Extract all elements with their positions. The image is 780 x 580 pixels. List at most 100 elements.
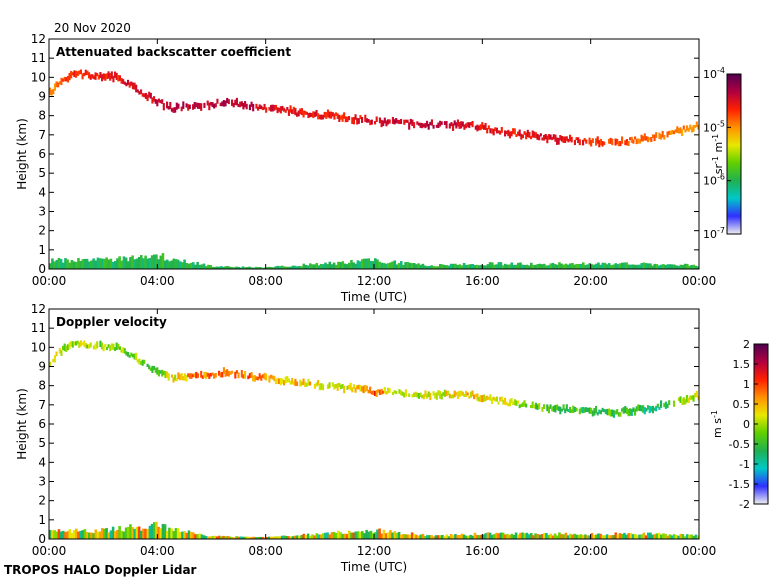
cloud-cell (229, 371, 232, 375)
cloud-cell (668, 130, 671, 135)
boundary-layer-cell (690, 265, 693, 269)
cloud-cell (692, 124, 695, 132)
cloud-cell (651, 134, 654, 139)
boundary-layer-cell (521, 264, 524, 269)
cloud-cell (351, 117, 354, 124)
cloud-cell (596, 136, 599, 144)
cloud-cell (413, 392, 416, 398)
boundary-layer-cell (49, 263, 52, 269)
cloud-cell (263, 372, 266, 380)
boundary-layer-cell (75, 528, 78, 539)
boundary-layer-cell (627, 264, 631, 269)
boundary-layer-cell (514, 264, 518, 269)
cloud-cell (684, 399, 687, 405)
cloud-cell (304, 110, 307, 115)
velocity-plot-frame (48, 308, 700, 540)
boundary-layer-cell (395, 532, 399, 539)
cloud-cell (609, 137, 612, 144)
boundary-layer-cell (473, 532, 477, 539)
cloud-cell (616, 138, 619, 145)
cloud-cell (250, 372, 253, 378)
cloud-cell (382, 390, 385, 394)
backscatter-title: Attenuated backscatter coefficient (56, 45, 291, 59)
boundary-layer-cell (690, 534, 693, 539)
cloud-cell (404, 119, 407, 123)
cloud-cell (578, 139, 581, 146)
cloud-cell (231, 99, 234, 106)
boundary-layer-cell (369, 530, 373, 539)
cloud-cell (117, 75, 120, 82)
cloud-cell (556, 137, 559, 145)
cloud-cell (497, 130, 500, 134)
boundary-layer-cell (657, 532, 661, 539)
cloud-cell (697, 395, 699, 401)
boundary-layer-cell (573, 533, 576, 539)
cloud-cell (364, 384, 367, 393)
cloud-cell (427, 123, 430, 130)
boundary-layer-cell (313, 264, 316, 269)
boundary-layer-cell (595, 534, 598, 539)
boundary-layer-cell (241, 266, 245, 269)
cloud-cell (115, 342, 118, 350)
cloud-cell (232, 102, 235, 108)
boundary-layer-cell (601, 262, 605, 269)
cloud-cell (557, 137, 560, 145)
boundary-layer-cell (625, 534, 628, 539)
boundary-layer-cell (352, 262, 355, 269)
cloud-cell (299, 379, 302, 387)
boundary-layer-cell (428, 265, 431, 269)
boundary-layer-cell (185, 262, 189, 269)
boundary-layer-cell (530, 533, 533, 539)
cloud-cell (461, 391, 464, 396)
cloud-cell (174, 374, 177, 381)
cloud-cell (494, 397, 497, 402)
cloud-cell (400, 118, 403, 125)
boundary-layer-cell (651, 534, 654, 539)
cloud-cell (606, 408, 609, 416)
boundary-layer-cell (148, 258, 152, 269)
y-tick-label: 11 (31, 51, 46, 65)
cloud-cell (427, 391, 430, 398)
cloud-cell (481, 122, 484, 129)
x-tick-label: 00:00 (682, 544, 717, 558)
cloud-cell (110, 343, 113, 350)
backscatter-ylabel: Height (km) (15, 118, 29, 189)
cloud-cell (456, 119, 459, 127)
boundary-layer-cell (517, 262, 520, 269)
boundary-layer-cell (597, 262, 600, 269)
boundary-layer-cell (114, 531, 117, 539)
cloud-cell (343, 385, 346, 394)
boundary-layer-cell (222, 266, 225, 269)
cloud-cell (656, 403, 659, 408)
cloud-cell (239, 101, 242, 108)
colorbar-tick-label: 2 (743, 338, 750, 351)
cloud-cell (393, 119, 396, 125)
boundary-layer-cell (218, 535, 221, 539)
boundary-layer-cell (586, 264, 589, 269)
footer-label: TROPOS HALO Doppler Lidar (4, 563, 197, 577)
cloud-cell (538, 135, 541, 141)
boundary-layer-cell (317, 534, 321, 539)
boundary-layer-cell (419, 264, 423, 269)
cloud-cell (388, 119, 391, 124)
boundary-layer-cell (566, 264, 570, 269)
cloud-cell (73, 341, 76, 346)
boundary-layer-cell (410, 263, 414, 269)
boundary-layer-cell (64, 531, 67, 539)
boundary-layer-cell (302, 263, 306, 269)
cloud-cell (494, 127, 497, 132)
cloud-cell (268, 107, 271, 111)
cloud-cell (391, 391, 394, 396)
cloud-cell (547, 134, 550, 140)
cloud-cell (326, 109, 329, 118)
boundary-layer-cell (116, 529, 119, 539)
cloud-cell (94, 343, 97, 350)
cloud-cell (554, 404, 557, 413)
cloud-cell (83, 72, 86, 77)
boundary-layer-cell (261, 536, 264, 539)
cloud-cell (127, 351, 130, 357)
boundary-layer-cell (575, 264, 579, 269)
cloud-cell (354, 114, 357, 120)
boundary-layer-cell (235, 266, 238, 269)
